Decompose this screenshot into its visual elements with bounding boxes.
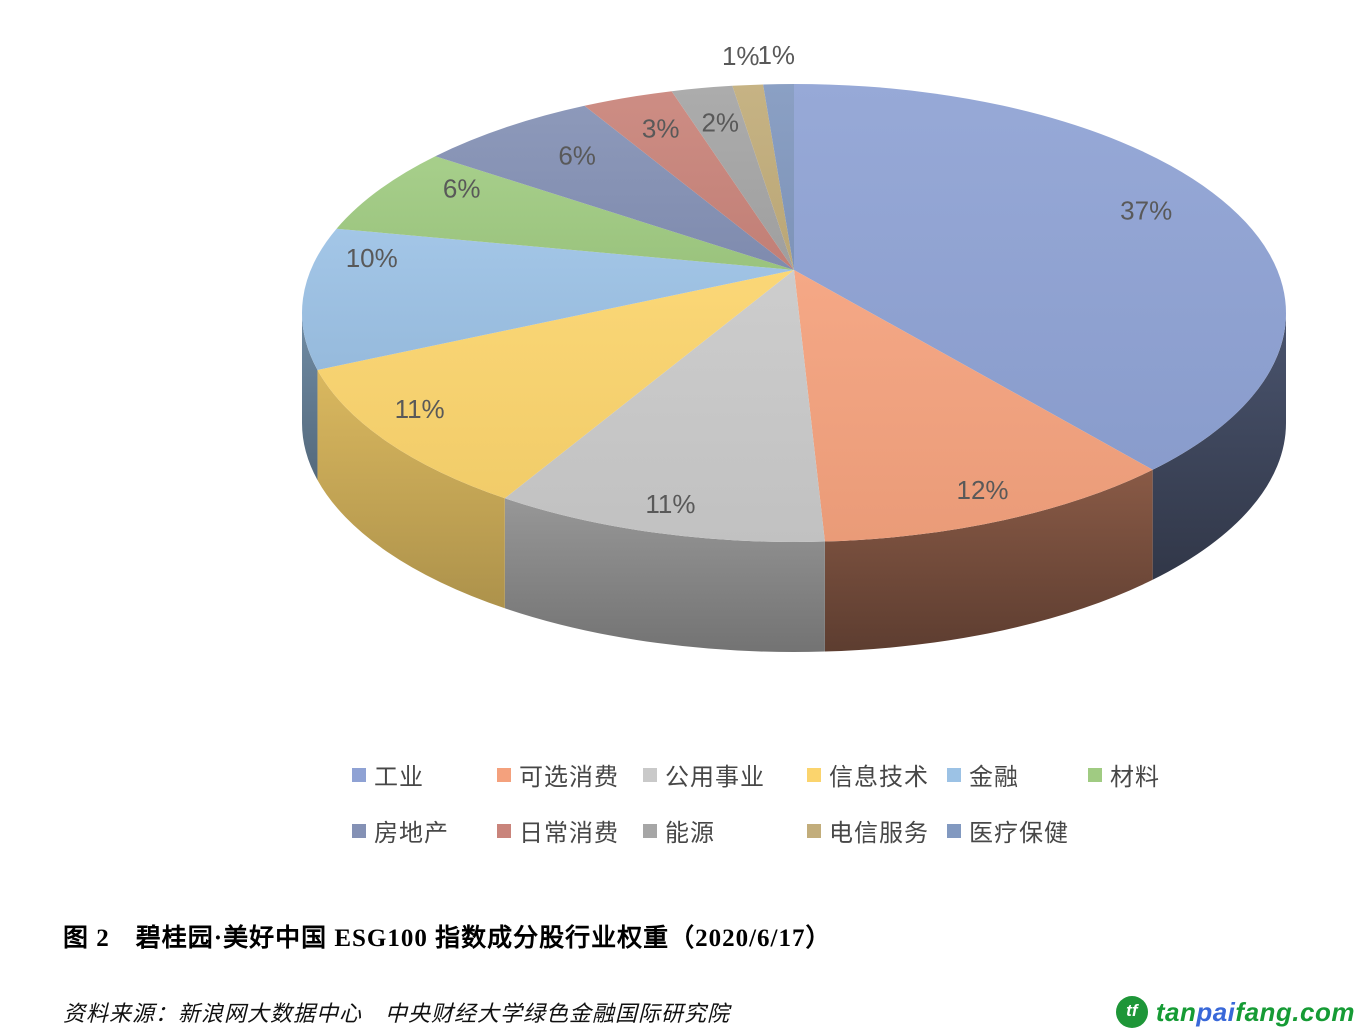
- legend-swatch-consumer-staples: [497, 823, 511, 838]
- pie-slice-real-estate: [435, 105, 794, 270]
- legend-label-industrials: 工业: [374, 764, 424, 791]
- pie-slice-consumer-staples: [584, 91, 794, 270]
- legend-item-energy: 能源: [643, 813, 807, 848]
- pie-label-telecom-services: 1%: [722, 41, 760, 71]
- legend-item-utilities: 公用事业: [643, 757, 807, 792]
- legend-item-telecom-services: 电信服务: [807, 813, 947, 848]
- figure-caption: 图 2 碧桂园·美好中国 ESG100 指数成分股行业权重（2020/6/17）: [63, 925, 832, 952]
- tanpaifang-logo-icon: tf: [1115, 996, 1148, 1028]
- site-logo[interactable]: tf tanpaifang.com: [1115, 996, 1355, 1028]
- pie-chart-3d: 37% 12% 11% 11% 10% 6% 6% 3% 2% 1%1%: [302, 40, 1286, 652]
- pie-slice-information-technology: [317, 270, 794, 499]
- legend-label-telecom-services: 电信服务: [829, 820, 929, 847]
- pie-slice-utilities: [504, 270, 825, 542]
- pie-slice-industrials: [794, 84, 1286, 470]
- chart-legend: 工业 可选消费 公用事业 信息技术 金融 材料 房地产 日常消费 能源 电信服务 医疗保健: [352, 757, 1212, 869]
- pie-label-information-technology: 11%: [395, 394, 445, 424]
- legend-label-utilities: 公用事业: [665, 764, 765, 791]
- pie-label-materials: 6%: [443, 174, 481, 204]
- legend-label-consumer-discretionary: 可选消费: [519, 764, 619, 791]
- pie-slice-side-industrials: [1152, 313, 1286, 580]
- logo-text-tan: tan: [1155, 996, 1197, 1027]
- source-note: 资料来源：新浪网大数据中心 中央财经大学绿色金融国际研究院: [63, 1001, 731, 1026]
- pie-slice-side-utilities: [504, 498, 825, 652]
- logo-monogram: tf: [1126, 1001, 1138, 1020]
- pie-slice-side-consumer-discretionary: [824, 469, 1153, 652]
- legend-label-financials: 金融: [969, 764, 1019, 791]
- logo-text-pai: pai: [1196, 996, 1236, 1027]
- logo-text-fang: fang.com: [1235, 996, 1355, 1027]
- legend-swatch-industrials: [352, 767, 366, 782]
- legend-row-1: 工业 可选消费 公用事业 信息技术 金融 材料: [352, 757, 1212, 792]
- legend-swatch-energy: [643, 823, 657, 838]
- legend-label-information-technology: 信息技术: [829, 764, 929, 791]
- legend-item-health-care: 医疗保健: [947, 813, 1088, 848]
- legend-row-2: 房地产 日常消费 能源 电信服务 医疗保健: [352, 813, 1212, 848]
- legend-label-materials: 材料: [1110, 764, 1160, 791]
- legend-label-consumer-staples: 日常消费: [519, 820, 619, 847]
- legend-swatch-telecom-services: [807, 823, 821, 838]
- pie-label-utilities: 11%: [645, 489, 695, 519]
- pie-slice-materials: [336, 156, 794, 270]
- legend-swatch-utilities: [643, 767, 657, 782]
- pie-label-industrials: 37%: [1120, 196, 1172, 226]
- pie-label-energy: 2%: [701, 107, 739, 137]
- legend-label-energy: 能源: [665, 820, 715, 847]
- legend-swatch-health-care: [947, 823, 961, 838]
- legend-item-financials: 金融: [947, 757, 1088, 792]
- legend-swatch-information-technology: [807, 767, 821, 782]
- pie-label-real-estate: 6%: [558, 141, 596, 171]
- pie-slice-energy: [671, 85, 794, 271]
- pie-slice-consumer-discretionary: [794, 270, 1153, 542]
- logo-text: tanpaifang.com: [1156, 997, 1355, 1028]
- pie-slice-side-information-technology: [317, 369, 505, 609]
- pie-label-consumer-discretionary: 12%: [957, 475, 1009, 505]
- pie-slice-health-care: [763, 84, 794, 270]
- pie-chart-area: 37% 12% 11% 11% 10% 6% 6% 3% 2% 1% 1%: [302, 40, 1286, 652]
- legend-item-industrials: 工业: [352, 757, 497, 792]
- legend-item-information-technology: 信息技术: [807, 757, 947, 792]
- legend-swatch-real-estate: [352, 823, 366, 838]
- legend-item-materials: 材料: [1088, 757, 1212, 792]
- legend-swatch-financials: [947, 767, 961, 782]
- pie-slice-side-financials: [302, 313, 318, 480]
- legend-swatch-consumer-discretionary: [497, 767, 511, 782]
- legend-label-real-estate: 房地产: [374, 820, 449, 847]
- pie-slice-telecom-services: [732, 84, 794, 271]
- legend-swatch-materials: [1088, 767, 1102, 782]
- pie-label-financials: 10%: [346, 243, 398, 273]
- legend-item-consumer-staples: 日常消费: [497, 813, 643, 848]
- legend-item-real-estate: 房地产: [352, 813, 497, 848]
- pie-label-health-care: 1%: [757, 40, 795, 70]
- legend-label-health-care: 医疗保健: [969, 820, 1069, 847]
- legend-item-consumer-discretionary: 可选消费: [497, 757, 643, 792]
- pie-slice-financials: [302, 228, 794, 370]
- pie-label-consumer-staples: 3%: [642, 114, 680, 144]
